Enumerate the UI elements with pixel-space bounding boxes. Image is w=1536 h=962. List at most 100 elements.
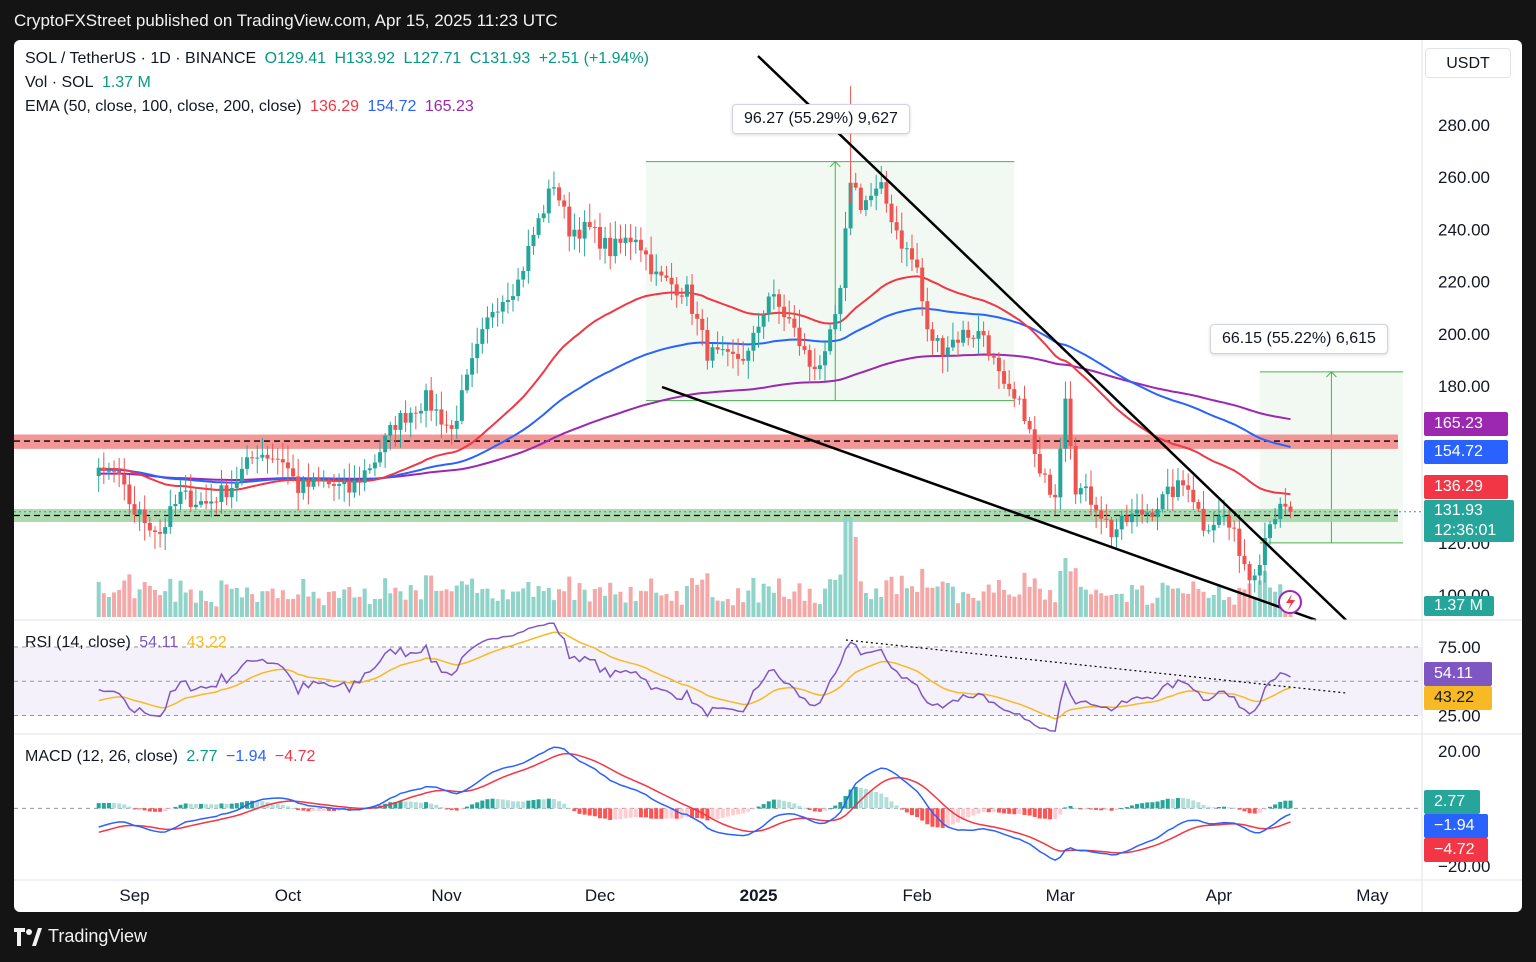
candle-body bbox=[1104, 518, 1109, 520]
volume-bar bbox=[464, 584, 469, 617]
volume-bar bbox=[495, 600, 500, 617]
chart-frame[interactable]: 280.00 260.00 240.00 220.00 200.00 180.00 120.… bbox=[14, 40, 1522, 912]
candle-body bbox=[1099, 510, 1104, 519]
macd-histogram-bar bbox=[147, 808, 152, 812]
candle-body bbox=[940, 338, 945, 356]
macd-histogram-bar bbox=[270, 802, 275, 809]
macd-histogram-bar bbox=[311, 808, 316, 812]
candle-body bbox=[464, 374, 469, 391]
macd-histogram-bar bbox=[879, 793, 884, 809]
ohlc-low: L127.71 bbox=[403, 50, 462, 67]
volume-bar bbox=[771, 592, 776, 617]
ema50-price-tag: 136.29 bbox=[1424, 475, 1508, 499]
candle-body bbox=[291, 468, 296, 477]
macd-histogram-bar bbox=[1002, 808, 1007, 814]
macd-histogram-bar bbox=[1288, 800, 1293, 809]
volume-bar bbox=[112, 592, 117, 617]
ema50-value: 136.29 bbox=[310, 98, 359, 115]
macd-tick-label: 20.00 bbox=[1438, 742, 1481, 761]
macd-histogram-bar bbox=[1078, 808, 1083, 810]
volume-bar bbox=[587, 601, 592, 617]
candle-body bbox=[679, 295, 684, 297]
volume-bar bbox=[1022, 572, 1027, 617]
candle-body bbox=[347, 481, 352, 493]
candle-body bbox=[337, 484, 342, 486]
candle-body bbox=[204, 501, 209, 504]
macd-histogram-bar bbox=[628, 808, 633, 818]
volume-bar bbox=[439, 590, 444, 617]
candle-body bbox=[531, 234, 536, 246]
macd-histogram-bar bbox=[1257, 808, 1262, 813]
candle-body bbox=[1201, 508, 1206, 531]
brand-name: TradingView bbox=[48, 926, 148, 946]
macd-histogram-bar bbox=[495, 799, 500, 809]
candle-body bbox=[403, 413, 408, 423]
macd-histogram-bar bbox=[976, 808, 981, 814]
tradingview-icon bbox=[14, 927, 42, 946]
chart-canvas[interactable]: 280.00260.00240.00220.00200.00180.00120.… bbox=[14, 40, 1522, 912]
volume-bar bbox=[1221, 599, 1226, 617]
rsi-label[interactable]: RSI (14, close) bbox=[25, 634, 131, 651]
macd-histogram-bar bbox=[1211, 807, 1216, 809]
macd-histogram-bar bbox=[690, 808, 695, 818]
measure-label-1[interactable]: 96.27 (55.29%) 9,627 bbox=[732, 104, 910, 134]
volume-label[interactable]: Vol · SOL bbox=[25, 74, 94, 91]
candle-body bbox=[321, 480, 326, 482]
volume-bar bbox=[1145, 604, 1150, 617]
candle-body bbox=[408, 412, 413, 423]
macd-histogram-bar bbox=[920, 808, 925, 821]
macd-histogram-bar bbox=[863, 788, 868, 809]
candle-body bbox=[597, 226, 602, 249]
macd-histogram-bar bbox=[490, 798, 495, 809]
macd-histogram-bar bbox=[823, 808, 828, 811]
volume-bar bbox=[342, 589, 347, 617]
macd-label[interactable]: MACD (12, 26, close) bbox=[25, 748, 178, 765]
symbol-name[interactable]: SOL / TetherUS · 1D · BINANCE bbox=[25, 50, 257, 67]
price-tick-label: 260.00 bbox=[1438, 168, 1490, 187]
candle-body bbox=[127, 484, 132, 505]
volume-bar bbox=[889, 576, 894, 617]
macd-histogram-bar bbox=[214, 804, 219, 809]
macd-histogram-bar bbox=[782, 800, 787, 809]
candle-body bbox=[863, 200, 868, 211]
volume-bar bbox=[285, 599, 290, 617]
macd-histogram-bar bbox=[464, 806, 469, 809]
volume-bar bbox=[490, 598, 495, 617]
macd-histogram-bar bbox=[1053, 808, 1058, 820]
candle-body bbox=[1114, 529, 1119, 538]
resistance-band bbox=[14, 434, 1398, 449]
volume-bar bbox=[470, 578, 475, 617]
macd-histogram-bar bbox=[500, 799, 505, 809]
macd-histogram-bar bbox=[1165, 798, 1170, 809]
measure-label-2[interactable]: 66.15 (55.22%) 6,615 bbox=[1210, 324, 1388, 354]
volume-bar bbox=[301, 578, 306, 617]
volume-bar bbox=[644, 591, 648, 617]
volume-bar bbox=[1012, 596, 1017, 617]
candle-body bbox=[950, 339, 955, 348]
volume-bar bbox=[1048, 590, 1053, 617]
volume-bar bbox=[828, 579, 833, 617]
volume-bar bbox=[1042, 599, 1047, 617]
macd-histogram-bar bbox=[971, 808, 976, 816]
candle-body bbox=[782, 306, 787, 318]
ema-label[interactable]: EMA (50, close, 100, close, 200, close) bbox=[25, 98, 302, 115]
macd-histogram-bar bbox=[1191, 800, 1196, 809]
macd-histogram-bar bbox=[1094, 808, 1099, 810]
volume-bar bbox=[869, 599, 874, 617]
currency-button[interactable]: USDT bbox=[1425, 48, 1511, 78]
macd-histogram-bar bbox=[209, 804, 214, 809]
candle-body bbox=[1058, 448, 1063, 498]
macd-histogram-bar bbox=[531, 800, 536, 809]
volume-bar bbox=[163, 591, 168, 617]
volume-bar bbox=[1073, 568, 1078, 617]
candle-body bbox=[1048, 474, 1053, 495]
tradingview-logo[interactable]: TradingView bbox=[14, 926, 147, 947]
macd-histogram-bar bbox=[137, 808, 142, 810]
ohlc-open: O129.41 bbox=[264, 50, 327, 67]
macd-histogram-bar bbox=[1042, 808, 1047, 819]
volume-bar bbox=[424, 575, 429, 617]
volume-bar bbox=[679, 604, 684, 617]
wedge-lower-trendline bbox=[661, 385, 1317, 622]
volume-bar bbox=[505, 599, 510, 617]
candle-body bbox=[1186, 485, 1191, 490]
